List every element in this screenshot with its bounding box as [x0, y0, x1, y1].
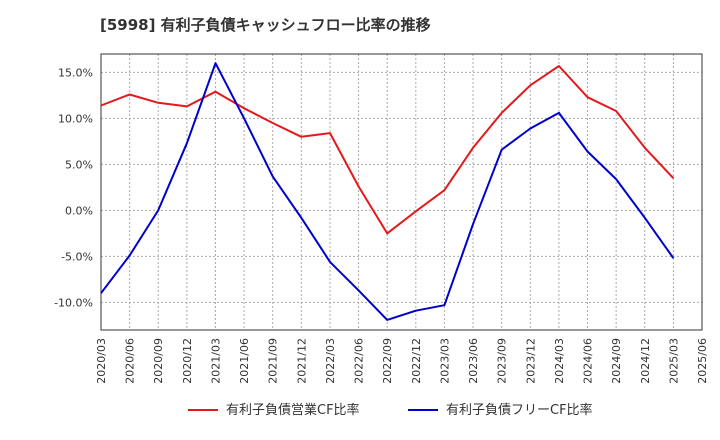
legend-label-1: 有利子負債営業CF比率	[226, 402, 360, 418]
x-tick-label: 2020/09	[152, 338, 165, 384]
series-line-2	[100, 62, 675, 321]
series-line-1	[100, 65, 675, 235]
x-tick-label: 2022/03	[324, 338, 337, 384]
x-tick-label: 2024/03	[553, 338, 566, 384]
x-tick-label: 2021/12	[295, 338, 308, 384]
x-tick-label: 2023/12	[524, 338, 537, 384]
y-tick-label: 5.0%	[65, 158, 93, 171]
y-tick-label: -5.0%	[61, 250, 93, 263]
x-tick-label: 2020/06	[124, 338, 137, 384]
x-tick-label: 2023/06	[467, 338, 480, 384]
x-tick-label: 2020/12	[181, 338, 194, 384]
x-tick-label: 2022/12	[410, 338, 423, 384]
chart-title: [5998] 有利子負債キャッシュフロー比率の推移	[100, 16, 431, 34]
x-tick-label: 2025/06	[696, 338, 709, 384]
x-tick-label: 2021/06	[238, 338, 251, 384]
y-tick-label: 15.0%	[58, 66, 93, 79]
y-tick-label: 10.0%	[58, 112, 93, 125]
legend-label-2: 有利子負債フリーCF比率	[446, 402, 593, 418]
x-tick-label: 2021/03	[209, 338, 222, 384]
x-tick-label: 2020/03	[95, 338, 108, 384]
plot-area	[101, 54, 702, 330]
x-tick-label: 2022/09	[381, 338, 394, 384]
x-tick-label: 2024/06	[582, 338, 595, 384]
x-tick-label: 2021/09	[267, 338, 280, 384]
y-tick-label: 0.0%	[65, 204, 93, 217]
x-tick-label: 2023/03	[438, 338, 451, 384]
x-tick-label: 2024/09	[610, 338, 623, 384]
x-tick-label: 2023/09	[496, 338, 509, 384]
x-tick-label: 2025/03	[667, 338, 680, 384]
x-tick-label: 2022/06	[353, 338, 366, 384]
x-tick-label: 2024/12	[639, 338, 652, 384]
y-tick-label: -10.0%	[54, 296, 93, 309]
plot-frame	[100, 53, 703, 331]
